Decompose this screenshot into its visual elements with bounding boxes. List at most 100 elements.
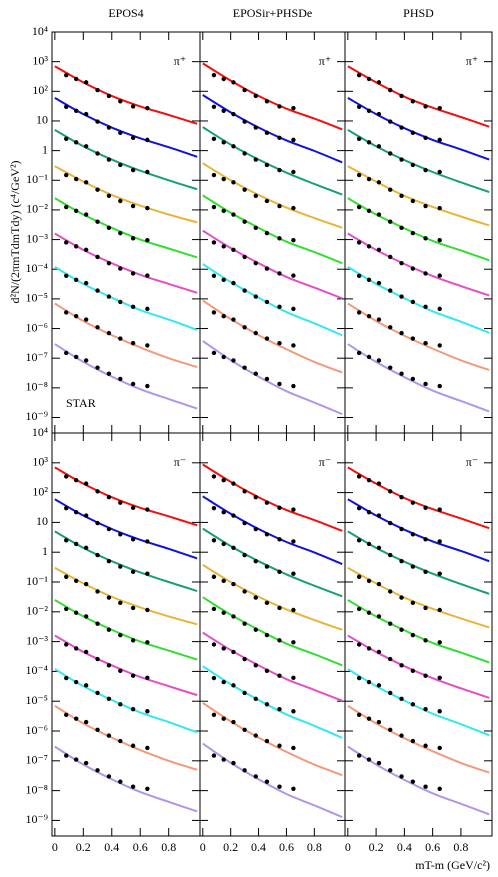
data-point — [221, 679, 226, 685]
data-point — [356, 72, 362, 78]
data-point — [242, 187, 247, 192]
data-point — [231, 481, 236, 486]
data-point — [399, 774, 404, 779]
data-point — [399, 294, 404, 299]
y-tick-label: 10 — [36, 113, 48, 127]
data-point — [221, 208, 226, 214]
data-point — [376, 683, 382, 688]
data-point — [264, 532, 270, 537]
model-curve — [347, 704, 490, 774]
data-point — [221, 610, 226, 615]
y-tick-label: 10⁻⁷ — [25, 350, 48, 364]
data-point — [83, 614, 89, 619]
data-point — [410, 564, 416, 569]
data-point — [253, 733, 258, 738]
data-point — [242, 288, 247, 293]
data-point — [106, 595, 112, 600]
data-point — [130, 203, 136, 209]
model-curve — [54, 704, 198, 771]
data-point — [264, 564, 270, 569]
data-point — [145, 507, 150, 512]
data-point — [83, 280, 89, 286]
data-point — [95, 151, 100, 156]
model-curve — [54, 65, 198, 125]
model-curve — [202, 665, 343, 739]
data-point — [106, 558, 112, 564]
data-point — [399, 225, 404, 230]
data-point — [83, 317, 89, 322]
x-tick-label: 0 — [200, 840, 206, 854]
data-point — [231, 212, 236, 217]
data-point — [118, 668, 123, 673]
data-point — [388, 621, 393, 626]
data-point — [437, 709, 442, 714]
data-point — [231, 614, 236, 619]
data-point — [73, 208, 79, 214]
data-point — [264, 230, 270, 236]
data-point — [277, 706, 282, 712]
data-point — [242, 690, 247, 696]
data-point — [388, 589, 393, 594]
data-point — [291, 539, 296, 544]
data-point — [211, 642, 217, 647]
data-point — [277, 638, 282, 643]
panel-label: π⁺ — [466, 54, 478, 68]
model-curve — [347, 302, 490, 371]
data-point — [277, 104, 282, 109]
data-point — [221, 478, 226, 483]
data-point — [118, 738, 123, 744]
data-point — [83, 649, 89, 655]
data-point — [399, 125, 404, 130]
data-point — [211, 172, 217, 178]
data-point — [130, 605, 136, 611]
data-point — [399, 627, 404, 632]
data-point — [277, 341, 282, 346]
column-title: EPOSir+PHSDe — [233, 6, 312, 20]
data-point — [221, 509, 226, 515]
data-point — [242, 656, 247, 662]
data-point — [106, 193, 112, 198]
data-point — [106, 495, 112, 500]
data-point — [221, 354, 226, 360]
data-point — [221, 646, 226, 651]
data-point — [366, 140, 372, 145]
data-point — [95, 254, 100, 260]
data-point — [83, 719, 89, 725]
data-point — [264, 600, 270, 606]
data-point — [221, 277, 226, 283]
data-point — [211, 606, 217, 612]
data-point — [291, 343, 296, 348]
data-point — [231, 247, 236, 253]
y-tick-label: 10 — [36, 514, 48, 528]
x-tick-label: 0 — [345, 840, 351, 854]
y-tick-label: 10⁴ — [32, 425, 48, 439]
data-point — [410, 668, 416, 673]
data-point — [64, 712, 69, 717]
data-point — [423, 135, 428, 141]
data-point — [388, 552, 393, 558]
x-tick-label: 0.8 — [161, 840, 176, 854]
data-point — [366, 757, 372, 762]
data-point — [145, 343, 150, 348]
model-curve — [347, 97, 490, 161]
data-point — [211, 675, 217, 681]
y-tick-label: 1 — [42, 142, 48, 156]
data-point — [356, 204, 362, 210]
data-point — [356, 350, 362, 356]
y-tick-label: 10⁻⁸ — [25, 782, 48, 796]
data-point — [145, 571, 150, 576]
data-point — [231, 683, 236, 688]
data-point — [291, 273, 296, 278]
data-point — [423, 104, 428, 109]
x-axis-label: mT-m (GeV/c²) — [415, 858, 490, 872]
data-point — [221, 76, 226, 82]
data-point — [221, 716, 226, 721]
data-point — [221, 140, 226, 145]
data-point — [64, 136, 69, 142]
model-curve — [347, 165, 490, 227]
model-curve — [202, 631, 343, 702]
data-point — [253, 774, 258, 779]
data-point — [145, 786, 150, 792]
data-point — [423, 167, 428, 173]
data-point — [376, 247, 382, 253]
